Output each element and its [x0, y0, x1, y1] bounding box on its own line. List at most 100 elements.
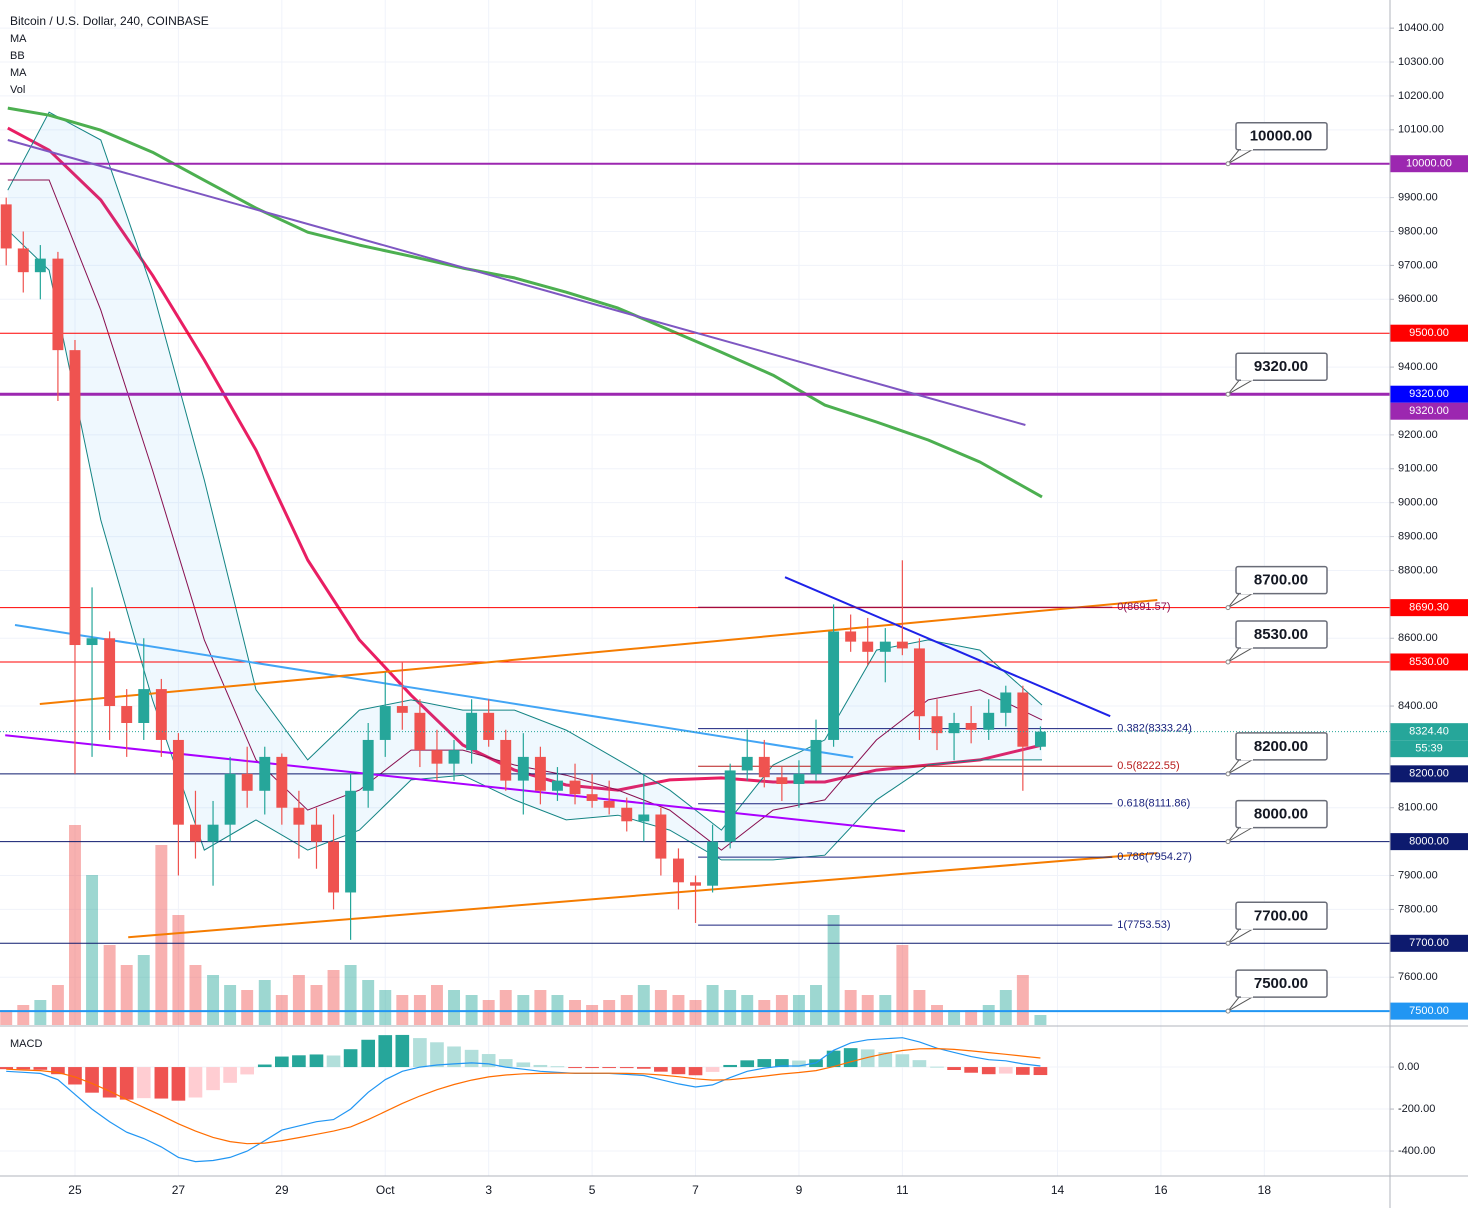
callout-label: 8700.00 — [1254, 572, 1308, 589]
volume-bar — [792, 995, 805, 1025]
macd-histogram-bar — [378, 1035, 393, 1068]
macd-histogram-bar — [309, 1054, 324, 1068]
macd-histogram-bar — [878, 1052, 893, 1068]
volume-bar — [0, 1010, 13, 1025]
bb-basis — [7, 179, 1043, 851]
callout-anchor — [1225, 771, 1231, 777]
y-tick-label: 7800.00 — [1398, 903, 1438, 915]
price-tag-bg — [1390, 765, 1468, 783]
price-tag: 9320.00 — [1409, 388, 1449, 400]
macd-histogram-bar — [361, 1039, 376, 1068]
macd-histogram-bar — [223, 1067, 237, 1083]
macd-histogram-bar — [430, 1042, 444, 1068]
candle-body — [621, 807, 633, 822]
candle-body — [483, 712, 495, 740]
x-tick-label: 27 — [172, 1183, 186, 1197]
callout-anchor — [1225, 839, 1231, 845]
macd-histogram-bar — [619, 1067, 634, 1069]
callout-patch — [1241, 378, 1253, 381]
bb-lower — [7, 229, 1042, 861]
macd-histogram-bar — [206, 1067, 220, 1091]
volume-bar — [965, 1010, 978, 1025]
y-tick-label: 10100.00 — [1398, 124, 1444, 136]
volume-bar — [137, 955, 150, 1025]
volume-bar — [430, 985, 443, 1025]
macd-histogram-bar — [688, 1067, 703, 1076]
callout-anchor — [1225, 161, 1231, 167]
macd-histogram-bar — [326, 1055, 341, 1068]
callout-box — [1235, 901, 1328, 931]
legend-item: BB — [10, 50, 25, 62]
fib-label: 0.382(8333.24) — [1117, 723, 1192, 735]
macd-histogram-bar — [654, 1067, 668, 1072]
volume-bar — [827, 915, 840, 1025]
macd-histogram-bar — [723, 1064, 737, 1068]
bb-upper — [7, 111, 1043, 831]
volume-bar — [569, 1000, 582, 1025]
macd-histogram-bar — [568, 1067, 582, 1069]
volume-bar — [292, 975, 305, 1025]
volume-bar — [982, 1005, 995, 1025]
volume-bar — [741, 995, 754, 1025]
y-tick-label: 8400.00 — [1398, 700, 1438, 712]
candle-body — [396, 706, 408, 713]
trendline — [128, 852, 1158, 939]
x-tick-label: 14 — [1051, 1183, 1065, 1197]
candle-body — [379, 706, 391, 740]
legend-item: MA — [10, 67, 27, 79]
candle-body — [448, 750, 460, 764]
candle-body — [896, 641, 908, 649]
candle-body — [913, 648, 925, 717]
volume-bar — [86, 875, 99, 1025]
moving-average — [7, 106, 1043, 499]
volume-bar — [706, 985, 719, 1025]
candle-body — [414, 712, 426, 751]
candle-body — [638, 814, 650, 822]
macd-histogram-bar — [343, 1049, 358, 1068]
macd-histogram-bar — [860, 1049, 875, 1068]
macd-histogram-bar — [775, 1059, 789, 1068]
candle-body — [603, 800, 615, 808]
candle-body — [138, 689, 150, 723]
callout-patch — [1241, 148, 1253, 151]
callout-label: 10000.00 — [1250, 128, 1313, 145]
macd-histogram-bar — [533, 1064, 548, 1068]
candle-body — [276, 756, 288, 808]
trendline — [5, 734, 906, 833]
callout-label: 7500.00 — [1254, 975, 1308, 992]
candle-body — [690, 882, 701, 886]
macd-histogram-bar — [998, 1067, 1013, 1074]
countdown-tag-bg — [1390, 740, 1468, 758]
candle-body — [879, 641, 891, 652]
macd-histogram-bar — [85, 1067, 99, 1093]
candle-body — [345, 790, 357, 893]
macd-histogram-bar — [792, 1060, 806, 1068]
macd-histogram-bar — [154, 1067, 169, 1099]
macd-histogram-bar — [947, 1067, 961, 1070]
price-tag: 8530.00 — [1409, 656, 1449, 668]
price-tag: 9320.00 — [1409, 405, 1449, 417]
candle-body — [724, 770, 736, 842]
callout-box — [1235, 352, 1328, 381]
macd-title: MACD — [10, 1038, 42, 1050]
legend-item: Vol — [10, 84, 25, 96]
volume-bar — [34, 1000, 47, 1025]
x-tick-label: 29 — [275, 1183, 289, 1197]
x-tick-label: Oct — [376, 1183, 395, 1197]
candle-body — [500, 739, 512, 781]
callout-anchor — [1225, 605, 1231, 611]
price-tag-bg — [1390, 402, 1468, 420]
macd-histogram-bar — [16, 1067, 31, 1070]
price-tag: 7500.00 — [1409, 1005, 1449, 1017]
macd-histogram-bar — [464, 1049, 479, 1068]
price-tag: 8200.00 — [1409, 768, 1449, 780]
volume-bar — [654, 990, 667, 1025]
candle-body — [86, 638, 98, 646]
x-tick-label: 3 — [485, 1183, 492, 1197]
volume-bar — [913, 990, 926, 1025]
volume-bar — [258, 980, 271, 1025]
macd-histogram-bar — [636, 1067, 651, 1069]
trendline — [7, 139, 1026, 426]
volume-bar — [775, 995, 788, 1025]
volume-bar — [620, 995, 633, 1025]
